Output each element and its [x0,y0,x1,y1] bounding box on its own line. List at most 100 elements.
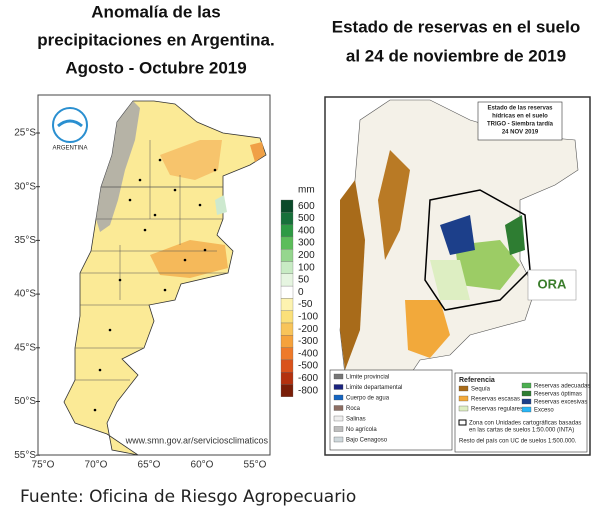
left-title: Agosto - Octubre 2019 [65,58,246,77]
anomaly-orange [160,140,222,180]
legend-swatch [521,382,532,389]
legend-label: Límite departamental [346,385,402,391]
colorbar-label: -400 [298,348,318,359]
legend-swatch [521,406,532,413]
website: www.smn.gov.ar/serviciosclimaticos [125,435,269,445]
legend-label: Bajo Cenagoso [346,438,388,444]
latitude-label: 55°S [14,450,36,461]
zone-outline [424,189,531,311]
legend-label: Reservas adecuadas [534,384,590,390]
axis-labels: 25°S 30°S 35°S 40°S 45°S 50°S 55°S75°O 70°O 65°O… [14,128,266,471]
inset-title: Estado de las reservas [487,106,553,112]
left-title: precipitaciones en Argentina. [37,30,274,49]
colorbar-swatch [280,285,294,299]
legend-swatch [333,405,344,411]
inset-title: 24 NOV 2019 [502,130,539,136]
longitude-label: 75°O [32,460,55,471]
colorbar-label: -600 [298,373,318,384]
legend-label: No agrícola [346,427,377,433]
stations [93,158,217,412]
regular [430,260,470,300]
colorbar-label: 50 [298,275,310,286]
legend-label: Roca [346,406,361,412]
colorbar-label: 200 [298,250,315,261]
colorbar-label: -50 [298,299,313,310]
legend-swatch [458,385,469,392]
note: Resto del país con UC de suelos 1:500.00… [459,439,577,445]
inset-title: hídricas en el suelo [492,114,548,120]
note: Zona con Unidades cartográficas basadas [469,421,581,427]
footer: Fuente: Oficina de Riesgo Agropecuario [20,487,356,507]
drought [378,150,410,260]
colorbar-swatch [280,273,294,287]
ora-logo [527,269,577,301]
note: en las cartas de suelos 1:50.000 (INTA) [469,428,574,434]
legend-label: Límite provincial [346,375,389,381]
colorbar-unit: mm [298,185,315,196]
inset-box [477,101,563,141]
scarce [405,300,450,358]
legend-label: Exceso [534,408,554,414]
colorbar-swatch [280,359,294,373]
longitude-label: 65°O [138,460,161,471]
province-borders [75,140,228,381]
colorbar-label: 0 [298,287,304,298]
legend-swatch [333,373,344,380]
latitude-label: 30°S [14,181,36,192]
colorbar-swatch [280,384,294,397]
legend-swatch [521,398,532,405]
colorbar-label: -500 [298,361,318,372]
right-title: al 24 de noviembre de 2019 [346,46,566,65]
legend-swatch [333,415,344,422]
colorbar-label: 400 [298,225,315,236]
colorbar-swatch [280,212,294,225]
adequate [455,240,520,290]
legend-label: Salinas [346,417,366,423]
longitude-label: 60°O [191,460,214,471]
longitude-label: 55°O [244,460,267,471]
ora-logo-text: ORA [538,276,568,291]
andes-grey [96,101,140,232]
colorbar-swatch [280,310,294,324]
left-title: Anomalía de las [91,2,220,21]
colorbar-label: -300 [298,336,318,347]
legend-left-box [329,369,453,451]
anomaly-orange [150,240,228,278]
smn-logo [52,107,88,143]
colorbar-swatch [280,347,294,361]
legend-swatch [458,395,469,402]
smn-logo-mark [57,119,83,128]
colorbar-label: -800 [298,385,318,396]
logo-text: ARGENTINA [52,146,87,152]
colorbar-swatch [280,249,294,262]
colorbar-swatch [280,199,294,213]
excessive [440,215,475,255]
legend-box [454,372,588,453]
colorbar: mm 600500400300200100500-50-100-200-300-… [280,185,318,397]
colorbar-label: -100 [298,311,318,322]
colorbar-label: 500 [298,213,315,224]
colorbar-swatch [280,224,294,238]
legend-label: Reservas óptimas [534,392,582,398]
legend-swatch [333,426,344,432]
colorbar-swatch [280,236,294,250]
legend-label: Reservas regulares [471,407,523,413]
anomaly-green [215,195,227,215]
legend-swatch [521,390,532,397]
latitude-label: 35°S [14,235,36,246]
zone-swatch [458,419,467,426]
colorbar-label: 100 [298,262,315,273]
right-map: Estado de las reservas hídricas en el su… [324,96,591,456]
right-title: Estado de reservas en el suelo [332,17,581,36]
legend-swatch [458,405,469,412]
latitude-label: 50°S [14,396,36,407]
colorbar-swatch [280,372,294,385]
colorbar-label: 300 [298,238,315,249]
legend-label: Sequía [471,387,491,393]
legend-swatch [333,384,344,390]
colorbar-swatch [280,298,294,311]
legend-swatch [333,394,344,401]
legend-label: Reservas excesivas [534,400,587,406]
